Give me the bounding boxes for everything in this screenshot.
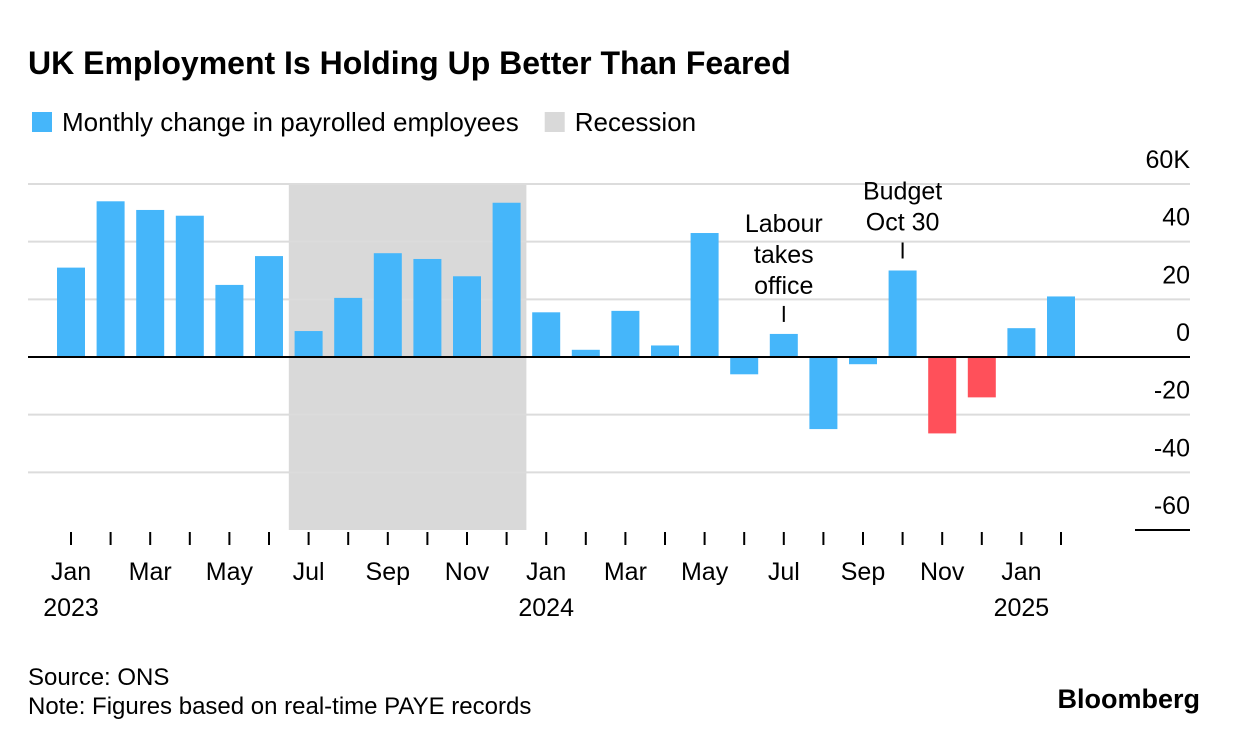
bar xyxy=(373,253,402,357)
legend-swatch xyxy=(32,112,52,132)
bar xyxy=(492,202,521,357)
x-tick-label: Jul xyxy=(293,558,325,586)
x-year-label: 2025 xyxy=(994,594,1050,622)
bar xyxy=(1007,328,1036,357)
bar xyxy=(651,345,679,357)
bar xyxy=(136,209,165,357)
bar xyxy=(809,357,838,430)
bar xyxy=(769,333,798,357)
legend-label: Recession xyxy=(575,107,696,137)
annotation: Labour xyxy=(745,210,823,238)
annotation: takes xyxy=(754,241,814,269)
y-tick-label: 20 xyxy=(1162,261,1190,289)
bar xyxy=(730,357,759,375)
x-tick-label: Mar xyxy=(129,558,172,586)
bar xyxy=(849,357,877,365)
bar xyxy=(413,258,442,357)
bar xyxy=(255,256,283,357)
annotation: Oct 30 xyxy=(866,209,940,237)
bar xyxy=(571,349,600,357)
x-tick-label: Nov xyxy=(920,558,965,586)
x-tick-label: Jan xyxy=(1001,558,1041,586)
x-tick-label: Jan xyxy=(51,558,91,586)
legend-label: Monthly change in payrolled employees xyxy=(62,107,519,137)
x-tick-label: Mar xyxy=(604,558,647,586)
x-tick-label: Nov xyxy=(445,558,490,586)
y-tick-label: -60 xyxy=(1154,492,1190,520)
y-tick-label: -20 xyxy=(1154,377,1190,405)
x-tick-label: Sep xyxy=(366,558,410,586)
x-year-label: 2023 xyxy=(43,594,99,622)
annotation: Budget xyxy=(863,178,942,206)
bar xyxy=(294,331,323,357)
bar xyxy=(96,201,125,357)
legend-swatch xyxy=(544,112,565,132)
y-tick-label: 40 xyxy=(1162,204,1190,232)
y-tick-label: -40 xyxy=(1154,434,1190,462)
x-tick-label: Sep xyxy=(841,558,885,586)
source: Source: ONS xyxy=(28,664,169,691)
bar xyxy=(334,297,363,357)
note: Note: Figures based on real-time PAYE re… xyxy=(28,693,531,720)
y-tick-label: 60K xyxy=(1146,146,1191,174)
brand: Bloomberg xyxy=(1057,684,1200,714)
bar xyxy=(690,233,719,357)
x-year-label: 2024 xyxy=(518,594,574,622)
bar xyxy=(57,267,85,357)
x-tick-label: Jul xyxy=(768,558,800,586)
bar xyxy=(1047,296,1075,357)
bar xyxy=(967,357,996,398)
bar xyxy=(175,215,204,357)
bar xyxy=(888,270,917,357)
bar xyxy=(453,276,481,357)
y-tick-label: 0 xyxy=(1176,319,1190,347)
bar xyxy=(532,312,561,357)
chart-title: UK Employment Is Holding Up Better Than … xyxy=(28,45,791,81)
x-tick-label: May xyxy=(681,558,729,586)
bar xyxy=(611,310,640,357)
annotation: office xyxy=(754,272,813,300)
x-tick-label: Jan xyxy=(526,558,566,586)
bar xyxy=(215,284,244,357)
bar xyxy=(928,357,957,434)
x-tick-label: May xyxy=(206,558,254,586)
